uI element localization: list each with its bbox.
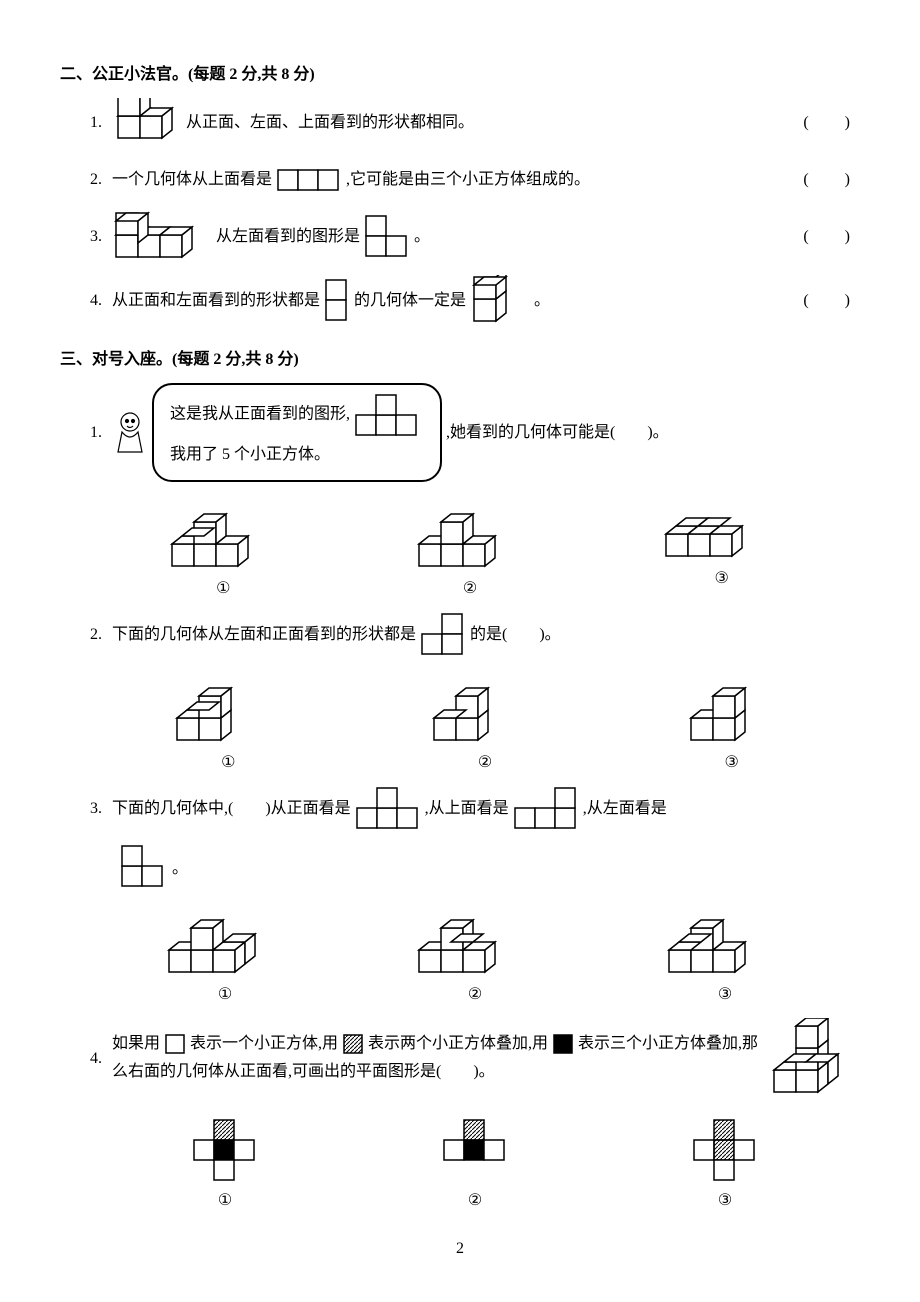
s3-q2-num: 2. [90,617,102,652]
s3-q1: 1. 这是我从正面看到的图形, 我用了 5 个小正方体。 ,她看到的几何体可能是… [90,383,860,482]
s3-q3-t1: 下面的几何体中,( )从正面看是 [112,791,351,826]
opt2-label: ② [463,578,477,598]
front-T-shape-icon [355,786,421,830]
q4-opt2: ② [468,1190,482,1210]
s2-q2-num: 2. [90,162,102,197]
opt1-label: ① [216,578,230,598]
top-L-shape-icon [513,786,579,830]
cube-q3-opt1-icon [165,908,285,978]
s3-q4-t3: 表示两个小正方体叠加,用 [368,1035,548,1052]
s2-q2-paren: ( ) [803,162,860,197]
front-view-shape-icon [354,393,424,437]
s2-q3-num: 3. [90,219,102,254]
opt3-label: ③ [714,568,728,588]
s2-q2-t1: 一个几何体从上面看是 [112,162,272,197]
bubble-line2: 我用了 5 个小正方体。 [170,446,330,463]
s3-q3-t3: ,从左面看是 [583,791,667,826]
s3-q2-t2: 的是( )。 [470,617,561,652]
s2-q3-t2: 。 [414,219,430,254]
s3-q2-t1: 下面的几何体从左面和正面看到的形状都是 [112,617,416,652]
s3-q3-t4: 。 [172,854,188,878]
cube-opt-3-icon [662,502,782,562]
page-number: 2 [60,1240,860,1258]
s3-q2: 2. 下面的几何体从左面和正面看到的形状都是 的是( )。 [90,612,860,656]
s2-q4-paren: ( ) [803,283,860,318]
s2-q1-num: 1. [90,105,102,140]
q4-opt1: ① [218,1190,232,1210]
s3-q1-options: ① ② [120,502,830,598]
cube-stack-big-icon [770,1018,860,1098]
s3-q3-num: 3. [90,791,102,826]
s3-q3-line2: 。 [120,844,860,888]
cube-q3-opt3-icon [665,908,785,978]
cube-q3-opt2-icon [415,908,535,978]
s2-q4: 4. 从正面和左面看到的形状都是 的几何体一定是 。 ( ) [90,275,860,325]
s2-q3: 3. 从左面看到的图形是 。 ( ) [90,211,860,261]
sq-2x2-L2-icon [420,612,466,656]
sq-stack2-icon [324,278,350,322]
cube-2stack-icon [470,275,530,325]
s2-q3-t1: 从左面看到的图形是 [216,219,360,254]
plus-opt1-icon [190,1118,260,1184]
s3-q1-after: ,她看到的几何体可能是( )。 [446,415,669,450]
s3-q3: 3. 下面的几何体中,( )从正面看是 ,从上面看是 ,从左面看是 [90,786,860,830]
s3-q4-t1: 如果用 [112,1035,160,1052]
s3-q3-options: ① ② [120,908,830,1004]
plus-opt2-icon [440,1118,510,1184]
q3-opt3: ③ [718,984,732,1004]
s2-q4-t2: 的几何体一定是 [354,283,466,318]
s2-q4-t1: 从正面和左面看到的形状都是 [112,283,320,318]
left-L-shape-icon [120,844,166,888]
s2-q1-text: 从正面、左面、上面看到的形状都相同。 [186,105,474,140]
s3-q1-num: 1. [90,415,102,450]
three-sq-row-icon [276,168,342,192]
sq-2x2-L-icon [364,214,410,258]
s3-q4-num: 4. [90,1041,102,1076]
s2-q2: 2. 一个几何体从上面看是 ,它可能是由三个小正方体组成的。 ( ) [90,162,860,197]
q2-opt3: ③ [724,752,738,772]
cube-opt-1-icon [168,502,278,572]
s3-q2-options: ① ② ③ [120,676,830,772]
cube-q2-opt3-icon [687,676,777,746]
s3-q4-options: ① ② ③ [120,1118,830,1210]
s3-q4: 4. 如果用 表示一个小正方体,用 表示两个小正方体叠加,用 表示三个小正方体叠… [90,1018,860,1098]
s3-q3-t2: ,从上面看是 [425,791,509,826]
s2-q4-t3: 。 [534,283,550,318]
cube-l-shape-icon [112,98,182,148]
s2-q1-paren: ( ) [803,105,860,140]
sq-white-icon [164,1033,186,1055]
sq-black-icon [552,1033,574,1055]
cube-row3-top1-icon [112,211,212,261]
q3-opt2: ② [468,984,482,1004]
q2-opt1: ① [221,752,235,772]
plus-opt3-icon [690,1118,760,1184]
section-three-title: 三、对号入座。(每题 2 分,共 8 分) [60,345,860,369]
bubble-line1: 这是我从正面看到的图形, [170,406,350,423]
q2-opt2: ② [478,752,492,772]
s2-q2-t2: ,它可能是由三个小正方体组成的。 [346,162,590,197]
cube-q2-opt1-icon [173,676,283,746]
sq-hatch-icon [342,1033,364,1055]
girl-icon [112,410,148,456]
q3-opt1: ① [218,984,232,1004]
s2-q1: 1. 从正面、左面、上面看到的形状都相同。 ( ) [90,98,860,148]
s3-q4-t2: 表示一个小正方体,用 [190,1035,338,1052]
section-two-title: 二、公正小法官。(每题 2 分,共 8 分) [60,60,860,84]
q4-opt3: ③ [718,1190,732,1210]
cube-opt-2-icon [415,502,525,572]
s2-q4-num: 4. [90,283,102,318]
s2-q3-paren: ( ) [803,219,860,254]
speech-bubble: 这是我从正面看到的图形, 我用了 5 个小正方体。 [152,383,442,482]
cube-q2-opt2-icon [430,676,540,746]
